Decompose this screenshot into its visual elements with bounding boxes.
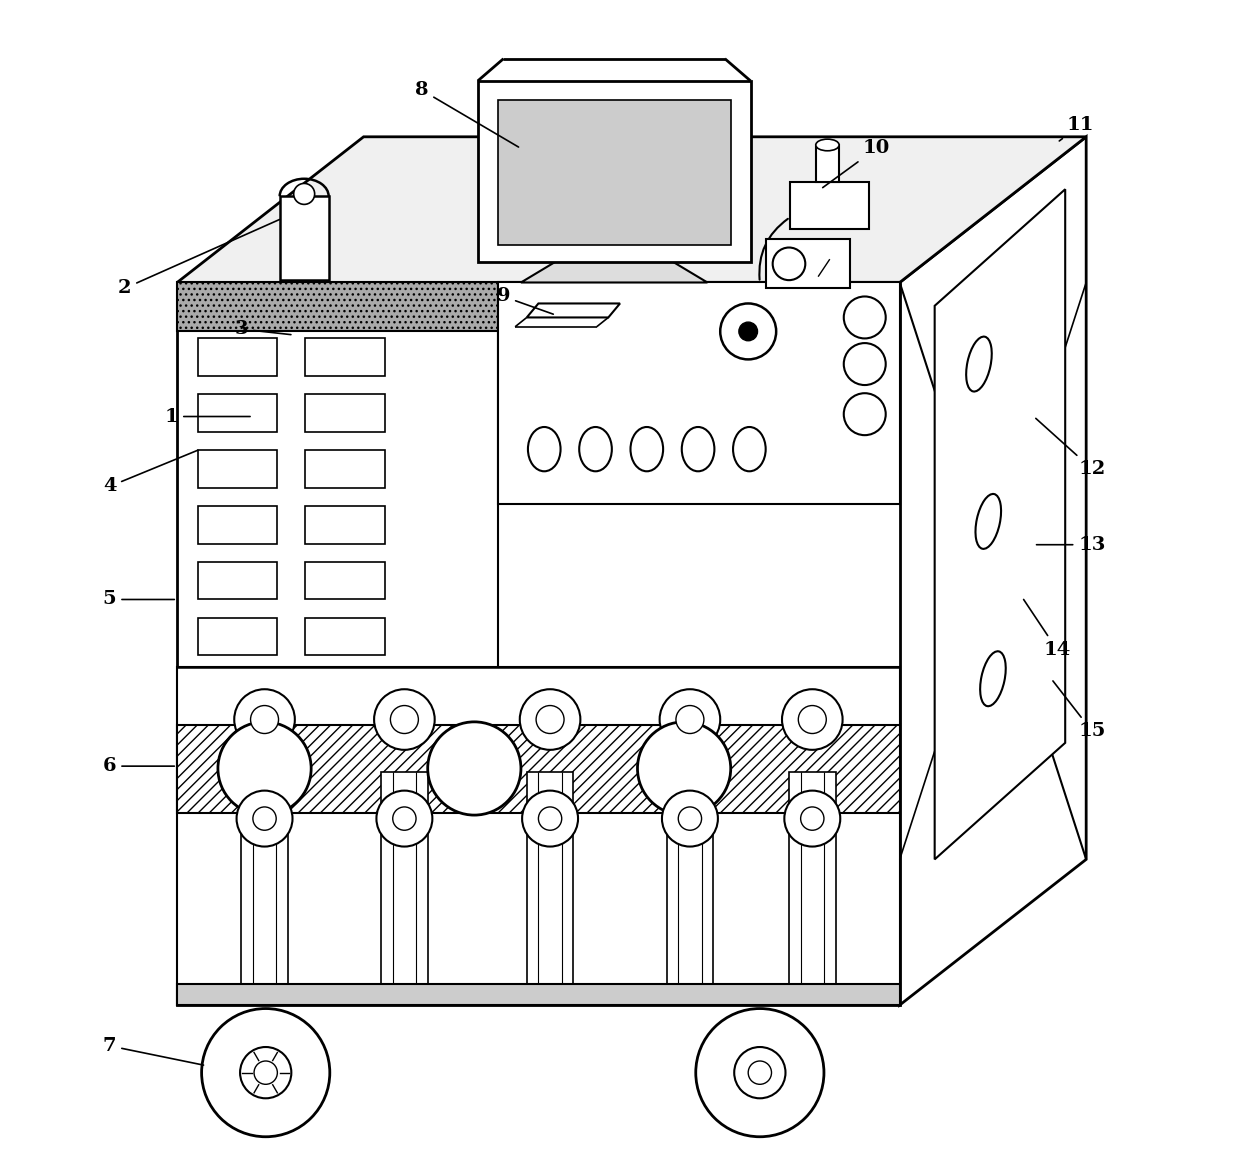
Circle shape	[254, 1061, 278, 1084]
Bar	[242, 772, 288, 987]
Circle shape	[662, 790, 718, 847]
Bar	[305, 506, 384, 543]
Circle shape	[739, 322, 758, 341]
Circle shape	[843, 343, 885, 385]
Circle shape	[250, 706, 279, 733]
Text: 7: 7	[103, 1036, 203, 1066]
Ellipse shape	[976, 494, 1001, 549]
Circle shape	[294, 184, 315, 205]
Ellipse shape	[733, 427, 765, 471]
Circle shape	[773, 247, 805, 280]
Circle shape	[377, 790, 433, 847]
Text: 6: 6	[103, 758, 175, 775]
Bar	[177, 282, 900, 331]
Polygon shape	[900, 137, 1086, 1005]
Polygon shape	[521, 261, 707, 282]
Bar	[305, 618, 384, 656]
Circle shape	[520, 690, 580, 749]
Circle shape	[536, 706, 564, 733]
Circle shape	[393, 807, 417, 830]
Bar	[177, 667, 900, 1005]
Circle shape	[660, 690, 720, 749]
Circle shape	[234, 690, 295, 749]
Ellipse shape	[579, 427, 611, 471]
Circle shape	[801, 807, 823, 830]
Circle shape	[428, 721, 521, 815]
Text: 4: 4	[103, 450, 198, 495]
Text: 5: 5	[103, 590, 175, 609]
Text: 15: 15	[1053, 680, 1106, 740]
Circle shape	[253, 807, 277, 830]
Circle shape	[202, 1008, 330, 1137]
Bar	[198, 338, 278, 376]
Bar	[198, 618, 278, 656]
Circle shape	[676, 706, 704, 733]
Text: 12: 12	[1035, 418, 1106, 478]
Circle shape	[522, 790, 578, 847]
Text: 1: 1	[165, 408, 250, 425]
Text: 13: 13	[1037, 535, 1106, 554]
Ellipse shape	[630, 427, 663, 471]
Circle shape	[785, 790, 841, 847]
Ellipse shape	[980, 651, 1006, 706]
Bar	[765, 239, 849, 288]
Ellipse shape	[966, 336, 992, 391]
Ellipse shape	[682, 427, 714, 471]
Ellipse shape	[528, 427, 560, 471]
Circle shape	[734, 1047, 785, 1098]
Bar	[305, 338, 384, 376]
Bar	[667, 772, 713, 987]
Polygon shape	[527, 303, 620, 317]
Circle shape	[241, 1047, 291, 1098]
Text: 9: 9	[497, 287, 553, 314]
Circle shape	[374, 690, 435, 749]
Ellipse shape	[816, 139, 839, 151]
Bar	[280, 197, 329, 280]
Circle shape	[391, 706, 418, 733]
Circle shape	[843, 393, 885, 436]
Bar	[305, 451, 384, 487]
Bar	[816, 145, 839, 183]
Text: 14: 14	[1023, 600, 1070, 658]
Bar	[177, 725, 900, 813]
Bar	[381, 772, 428, 987]
Text: 2: 2	[118, 219, 279, 297]
Bar	[177, 282, 900, 1005]
Circle shape	[748, 1061, 771, 1084]
Circle shape	[782, 690, 843, 749]
Bar	[198, 506, 278, 543]
Polygon shape	[935, 190, 1065, 860]
Circle shape	[696, 1008, 823, 1137]
Bar	[198, 562, 278, 600]
Text: 10: 10	[822, 139, 890, 187]
Circle shape	[799, 706, 826, 733]
Bar	[527, 772, 573, 987]
Circle shape	[843, 296, 885, 338]
Bar	[305, 395, 384, 432]
Bar	[497, 100, 730, 245]
Bar	[177, 984, 900, 1005]
Polygon shape	[177, 137, 1086, 282]
Bar	[477, 81, 750, 261]
Circle shape	[637, 721, 730, 815]
Circle shape	[218, 721, 311, 815]
Circle shape	[678, 807, 702, 830]
Bar	[305, 562, 384, 600]
Bar	[198, 451, 278, 487]
Circle shape	[720, 303, 776, 359]
Bar	[790, 183, 869, 228]
Text: 8: 8	[415, 81, 518, 148]
Circle shape	[237, 790, 293, 847]
Bar	[789, 772, 836, 987]
Bar	[497, 282, 900, 504]
Bar	[198, 395, 278, 432]
Text: 11: 11	[1059, 116, 1094, 141]
Circle shape	[538, 807, 562, 830]
Text: 3: 3	[234, 320, 291, 338]
